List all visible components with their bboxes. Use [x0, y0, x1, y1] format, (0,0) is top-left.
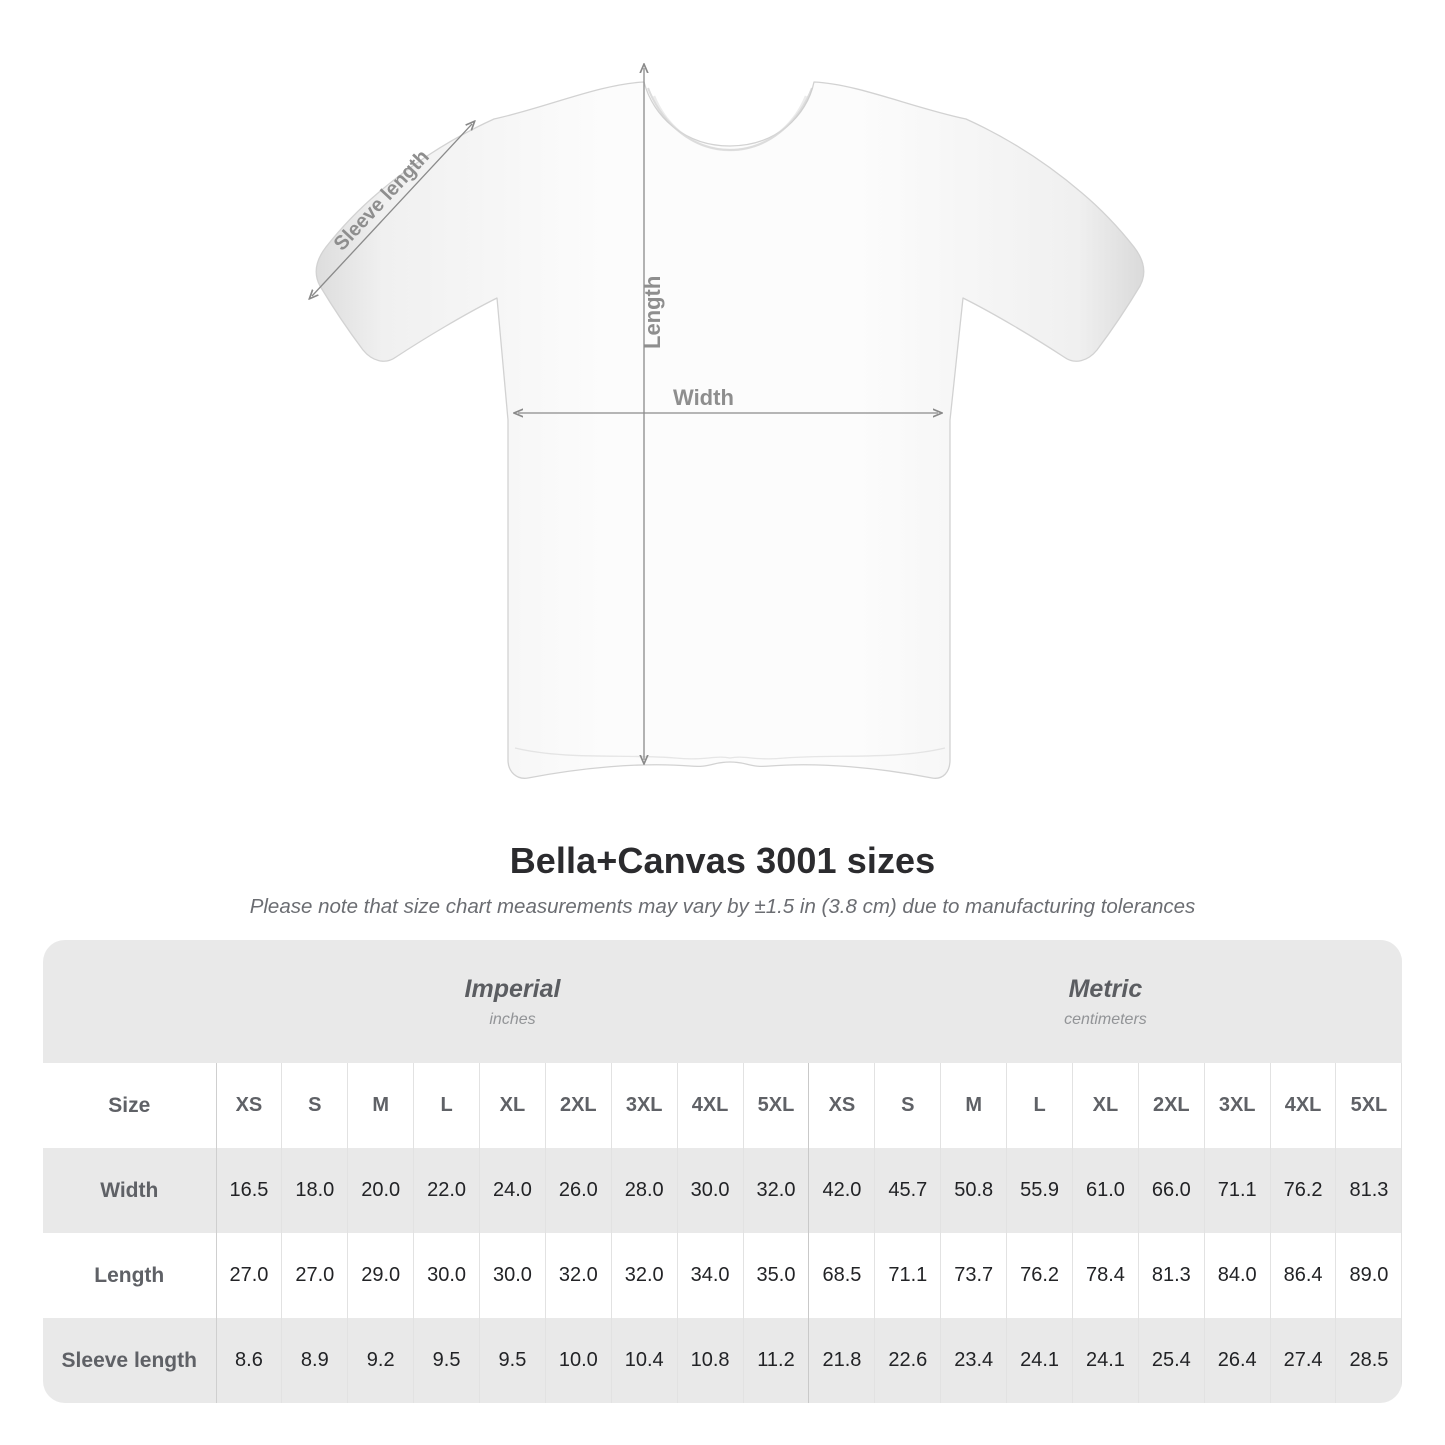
svg-text:Width: Width — [673, 385, 734, 410]
svg-text:Length: Length — [640, 276, 665, 349]
